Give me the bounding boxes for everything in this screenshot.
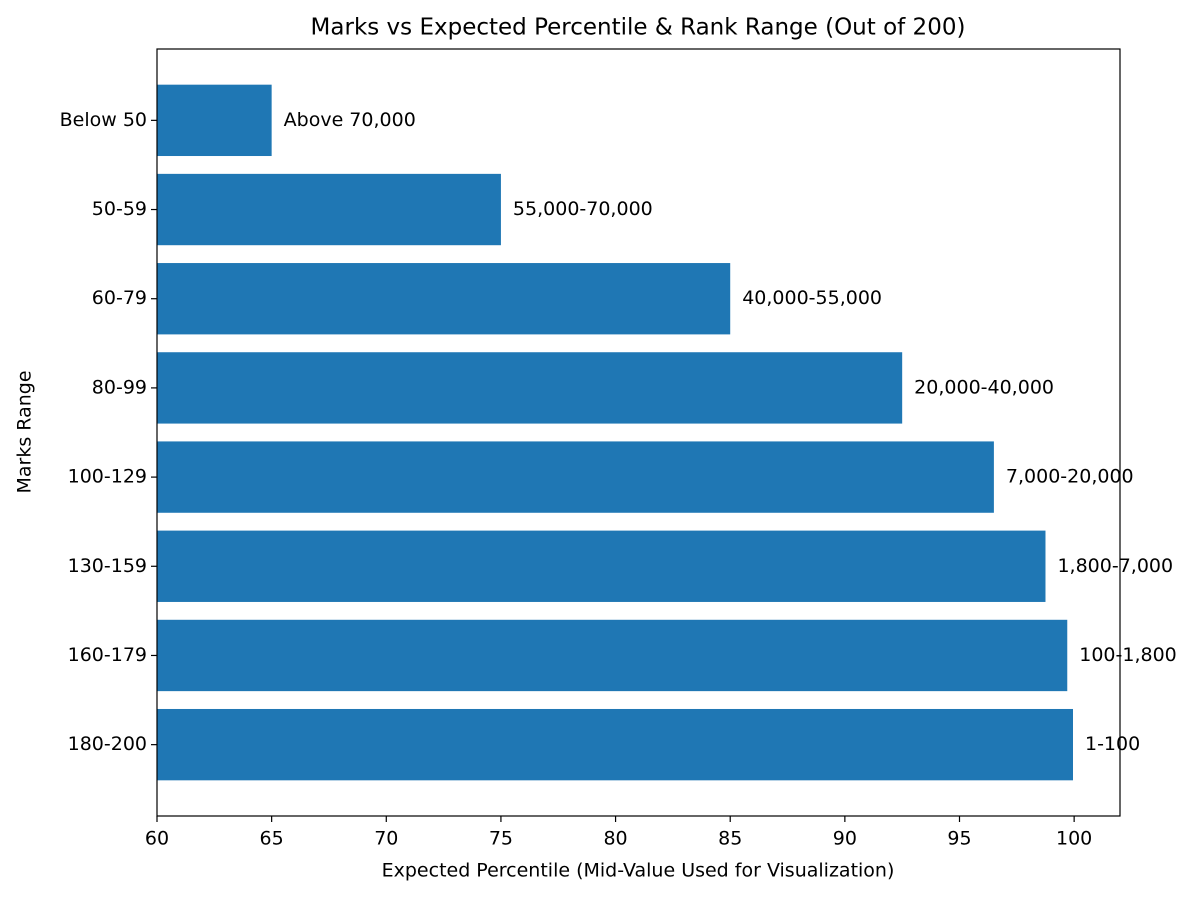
bar-annotation: 20,000-40,000: [914, 376, 1054, 398]
x-tick-label: 75: [489, 828, 513, 850]
y-tick-label: Below 50: [60, 109, 147, 131]
bar-annotation: 1,800-7,000: [1057, 555, 1173, 577]
x-tick-label: 60: [145, 828, 169, 850]
chart-title: Marks vs Expected Percentile & Rank Rang…: [311, 15, 966, 41]
x-tick-label: 95: [947, 828, 971, 850]
bar: [157, 263, 731, 335]
y-tick-label: 100-129: [68, 466, 147, 488]
y-tick-label: 130-159: [68, 555, 147, 577]
x-tick-label: 85: [718, 828, 742, 850]
bar-annotation: Above 70,000: [284, 109, 416, 131]
x-tick-label: 100: [1056, 828, 1092, 850]
bar: [157, 708, 1073, 781]
x-tick-label: 80: [603, 828, 627, 850]
plot-frame: [156, 48, 1121, 817]
y-tick-label: 60-79: [92, 287, 147, 309]
bar: [157, 84, 272, 157]
bar: [157, 352, 903, 424]
bar-annotation: 7,000-20,000: [1006, 466, 1134, 488]
x-axis-label: Expected Percentile (Mid-Value Used for …: [382, 860, 895, 882]
y-axis-label: Marks Range: [14, 370, 36, 493]
bar-annotation: 55,000-70,000: [513, 198, 653, 220]
x-tick-label: 70: [374, 828, 398, 850]
bar-annotation: 40,000-55,000: [742, 287, 882, 309]
y-tick-label: 180-200: [68, 733, 147, 755]
bar: [157, 619, 1068, 692]
bar-annotation: 1-100: [1085, 733, 1140, 755]
x-tick-label: 65: [260, 828, 284, 850]
bar: [157, 441, 994, 513]
y-tick-label: 80-99: [92, 376, 147, 398]
x-tick-label: 90: [833, 828, 857, 850]
y-tick-label: 160-179: [68, 644, 147, 666]
bar: [157, 173, 501, 246]
y-tick-label: 50-59: [92, 198, 147, 220]
bar-annotation: 100-1,800: [1079, 644, 1177, 666]
bar: [157, 530, 1046, 602]
